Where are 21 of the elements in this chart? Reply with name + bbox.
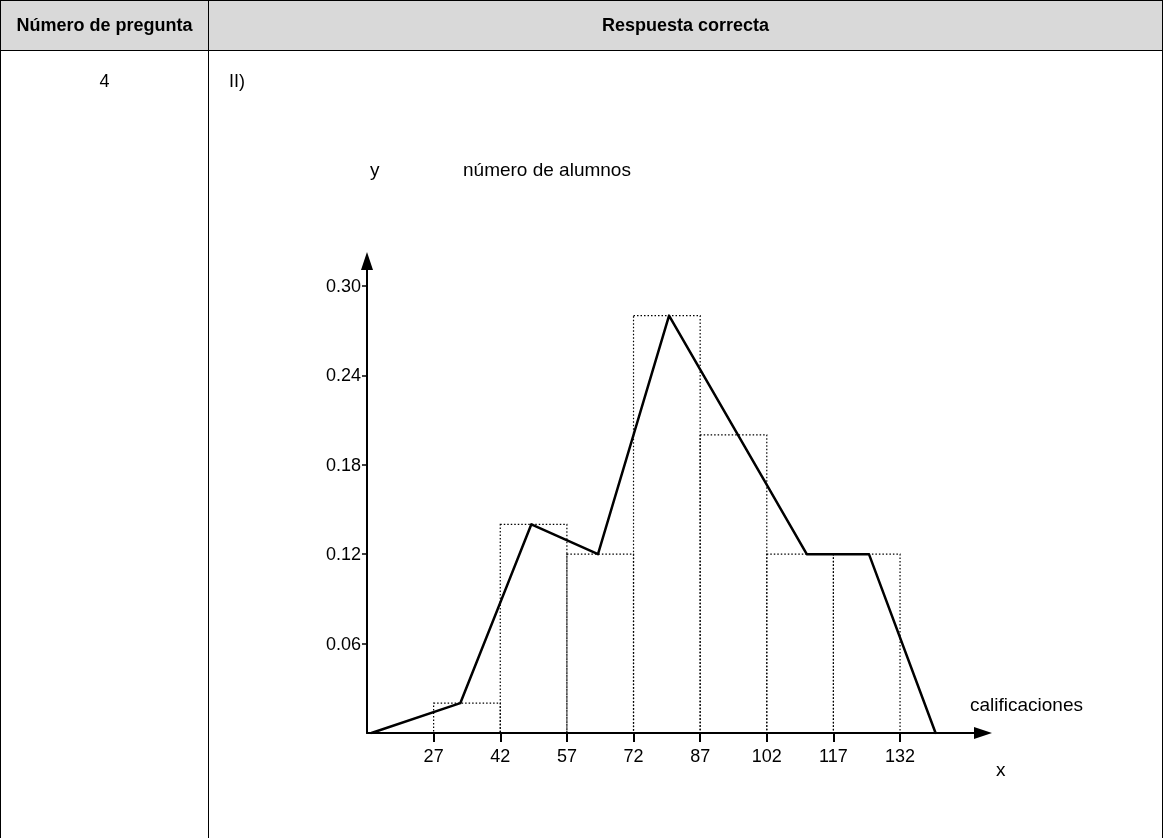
y-tick-label: 0.12: [325, 544, 361, 565]
text: 4: [98, 71, 111, 92]
x-tick-label: 72: [623, 746, 644, 766]
y-tick-label: 0.24: [325, 365, 361, 386]
text: Respuesta correcta: [208, 0, 1163, 51]
y-tick-label: 0.18: [325, 454, 361, 475]
x-axis-title: calificaciones: [970, 694, 1083, 715]
x-tick-label: 87: [690, 746, 711, 766]
y-tick-label: 0.06: [325, 633, 361, 654]
x-tick-label: 42: [490, 746, 511, 766]
x-tick-label: 117: [819, 746, 848, 766]
x-tick-label: 132: [885, 746, 916, 766]
text: II): [229, 71, 246, 92]
text: x: [996, 759, 1006, 780]
y-axis-title: número de alumnos: [463, 159, 631, 180]
x-tick-label: 57: [556, 746, 577, 766]
x-tick-label: 27: [423, 746, 444, 766]
text: Número de pregunta: [0, 0, 209, 51]
y-tick-label: 0.30: [325, 275, 361, 296]
text: y: [370, 159, 380, 180]
x-tick-label: 102: [751, 746, 782, 766]
